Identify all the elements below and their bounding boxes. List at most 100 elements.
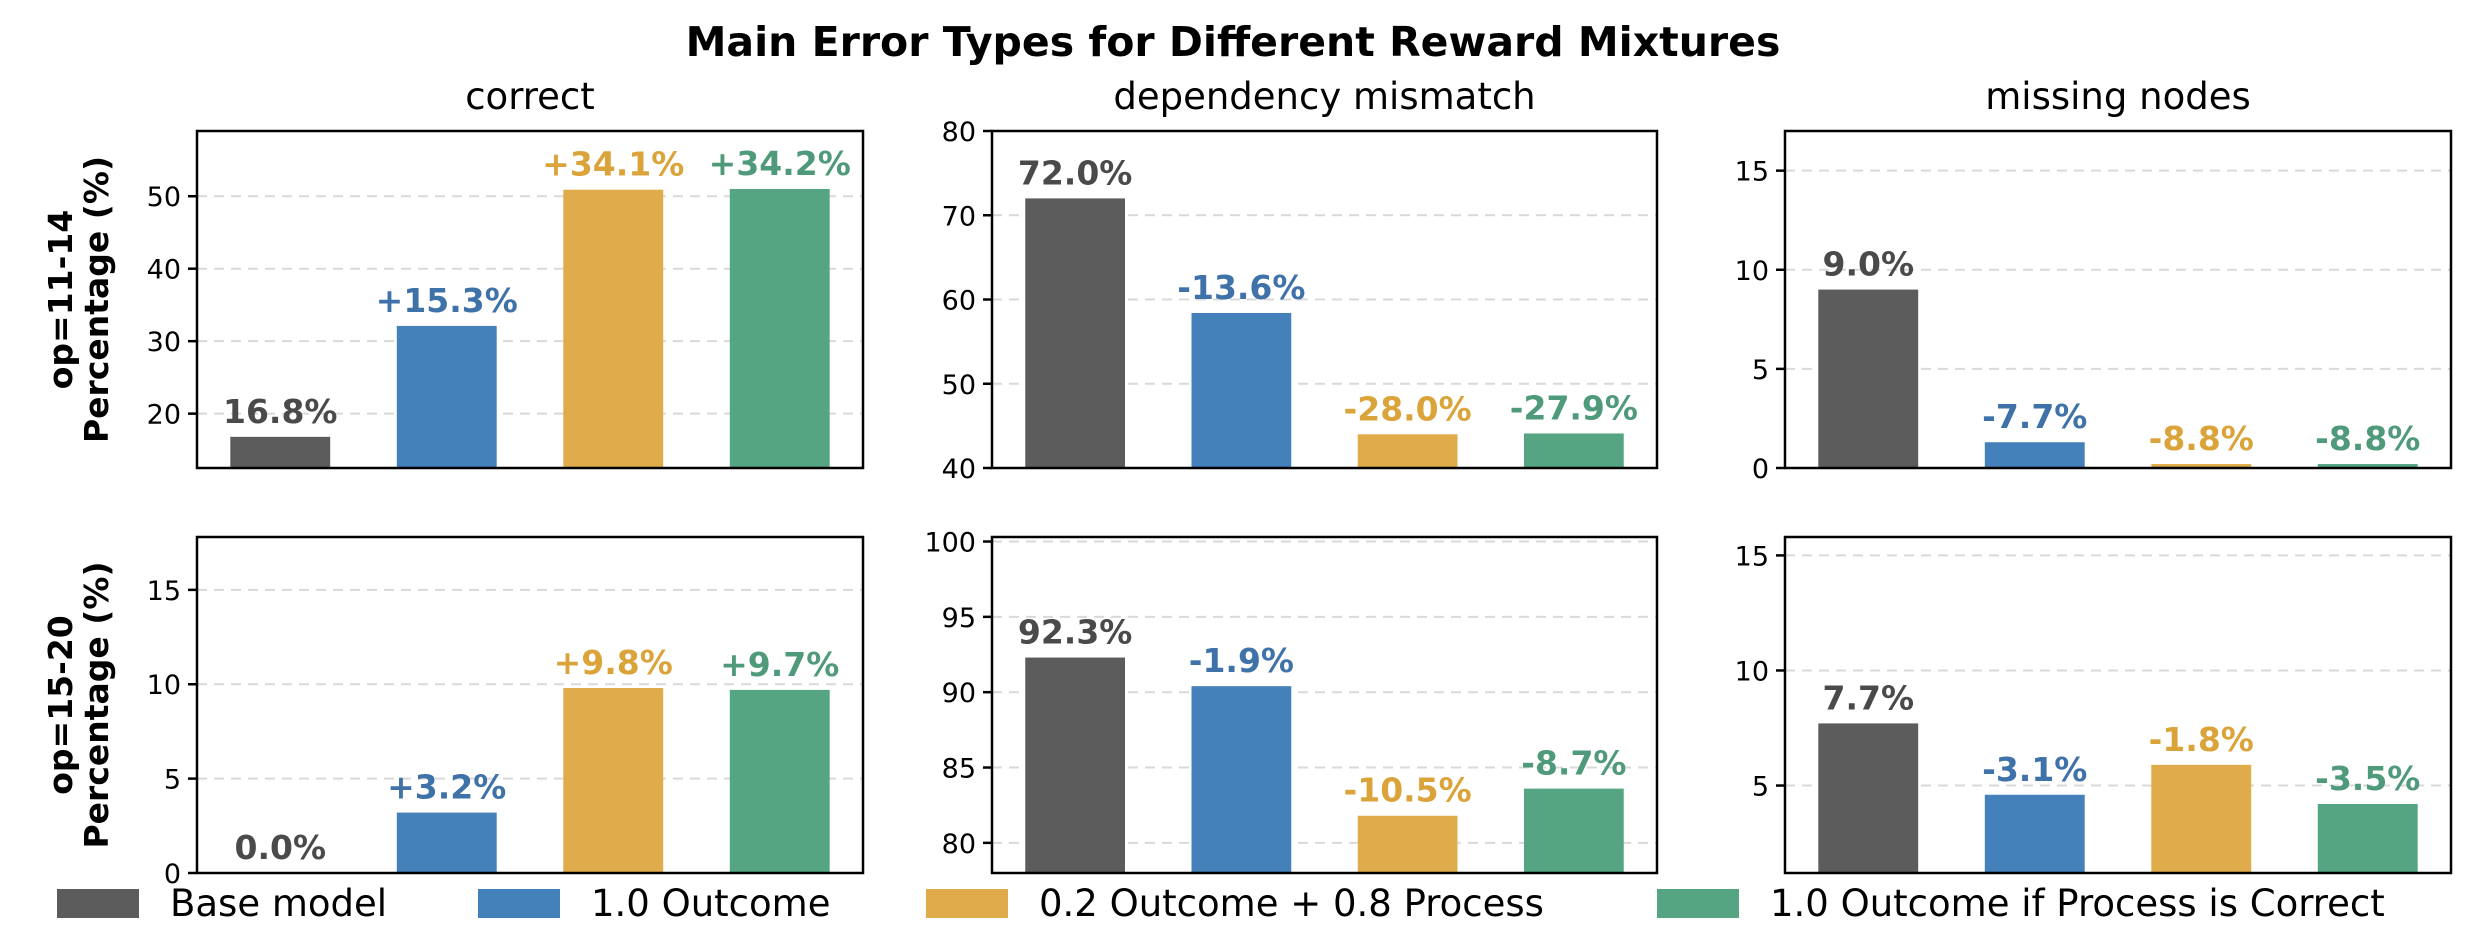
ytick-label-2: 40 (147, 255, 181, 286)
value-label-1: -3.1% (1982, 750, 2087, 789)
ytick-label-3: 95 (942, 603, 976, 634)
panel-1-1: 92.3% -1.9% -10.5% -8.7% 80 85 90 95 100 (924, 528, 1659, 875)
bar-1 (1191, 312, 1292, 468)
value-label-3: +34.2% (709, 144, 851, 183)
legend-item-1: 1.0 Outcome (478, 882, 830, 925)
legend-swatch (926, 889, 1008, 918)
panel-title: missing nodes (1985, 75, 2250, 118)
bar-1 (396, 325, 497, 468)
value-label-2: +34.1% (542, 145, 684, 184)
legend-label: 0.2 Outcome + 0.8 Process (1039, 882, 1544, 925)
ytick-label-4: 100 (924, 528, 976, 559)
ytick-label-0: 20 (147, 400, 181, 431)
bar-2 (1357, 815, 1458, 873)
ytick-label-2: 90 (942, 678, 976, 709)
panel-0-2: 9.0% -7.7% -8.8% -8.8% 0 5 10 15 missing nodes (1735, 75, 2453, 485)
panel-frame (1783, 129, 2453, 470)
chart-title: Main Error Types for Different Reward Mi… (686, 18, 1781, 66)
legend-item-2: 0.2 Outcome + 0.8 Process (926, 882, 1544, 925)
bar-0 (1025, 657, 1125, 873)
panel-1-0: 0.0% +3.2% +9.8% +9.7% 0 5 10 15 (147, 535, 865, 890)
ytick-label-1: 5 (164, 765, 181, 796)
value-label-3: -8.8% (2315, 419, 2420, 458)
legend-label: Base model (170, 882, 387, 925)
panel-title: correct (465, 75, 595, 118)
ytick-label-2: 60 (942, 286, 976, 317)
row-label-0-0: op=11-14 (41, 210, 80, 390)
value-label-3: -8.7% (1521, 744, 1626, 783)
ytick-label-0: 0 (164, 859, 181, 890)
bar-2 (563, 688, 664, 873)
value-label-0: 0.0% (234, 828, 326, 867)
panel-frame (1783, 535, 2453, 875)
bar-0 (1818, 723, 1919, 873)
panel-frame (195, 129, 865, 470)
legend: Base model 1.0 Outcome 0.2 Outcome + 0.8 P… (57, 882, 2385, 925)
ytick-label-1: 30 (147, 327, 181, 358)
bar-3 (1524, 788, 1624, 873)
value-label-2: -8.8% (2149, 419, 2254, 458)
bar-0 (1818, 289, 1919, 468)
panel-title: dependency mismatch (1113, 75, 1535, 118)
bar-2 (1357, 434, 1458, 468)
legend-label: 1.0 Outcome if Process is Correct (1770, 882, 2385, 925)
value-label-1: +3.2% (387, 768, 506, 807)
ytick-label-0: 0 (1752, 454, 1769, 485)
value-label-0: 7.7% (1822, 678, 1914, 717)
bar-1 (1984, 442, 2085, 468)
ytick-label-0: 40 (942, 454, 976, 485)
row-label-1-0: op=15-20 (41, 615, 80, 795)
bar-2 (2151, 464, 2252, 468)
legend-item-3: 1.0 Outcome if Process is Correct (1657, 882, 2385, 925)
value-label-0: 72.0% (1018, 153, 1133, 192)
panel-1-2: 7.7% -3.1% -1.8% -3.5% 5 10 15 (1735, 535, 2453, 875)
value-label-2: +9.8% (554, 643, 673, 682)
panel-0-1: 72.0% -13.6% -28.0% -27.9% 40 50 60 70 80 depende… (942, 75, 1659, 485)
bar-3 (729, 188, 830, 468)
bar-3 (2317, 803, 2418, 873)
bar-3 (2317, 464, 2418, 468)
value-label-3: -3.5% (2315, 759, 2420, 798)
ytick-label-1: 10 (1735, 656, 1769, 687)
value-label-2: -28.0% (1344, 389, 1472, 428)
panels: 16.8%+15.3%+34.1% +34.2%20304050correct72… (147, 75, 2453, 890)
panel-0-0: 16.8% +15.3% +34.1% +34.2% 20 30 40 50 correct (147, 75, 865, 470)
ytick-label-3: 50 (147, 182, 181, 213)
value-label-1: -7.7% (1982, 397, 2087, 436)
legend-swatch (478, 889, 560, 918)
legend-swatch (57, 889, 139, 918)
ytick-label-2: 10 (1735, 256, 1769, 287)
bar-0 (230, 436, 331, 468)
panel-frame (195, 535, 865, 875)
row-label-0-1: Percentage (%) (77, 156, 116, 443)
value-label-2: -10.5% (1344, 771, 1472, 810)
legend-label: 1.0 Outcome (591, 882, 830, 925)
value-label-1: +15.3% (376, 281, 518, 320)
value-label-3: -27.9% (1510, 388, 1638, 427)
bar-2 (563, 189, 664, 468)
row-label-1-1: Percentage (%) (77, 561, 116, 848)
value-label-0: 9.0% (1822, 245, 1914, 284)
bar-0 (1025, 198, 1125, 468)
value-label-0: 16.8% (223, 392, 338, 431)
legend-swatch (1657, 889, 1739, 918)
bar-3 (1524, 433, 1624, 468)
value-label-1: -1.9% (1189, 641, 1294, 680)
ytick-label-1: 5 (1752, 355, 1769, 386)
bar-2 (2151, 764, 2252, 873)
bar-3 (729, 689, 830, 873)
ytick-label-3: 15 (147, 576, 181, 607)
bar-1 (1191, 686, 1292, 873)
bar-1 (396, 812, 497, 873)
ytick-label-2: 10 (147, 670, 181, 701)
ytick-label-3: 70 (942, 201, 976, 232)
panel-frame (990, 535, 1659, 875)
ytick-label-4: 80 (942, 117, 976, 148)
value-label-2: -1.8% (2149, 720, 2254, 759)
ytick-label-0: 5 (1752, 772, 1769, 803)
ytick-label-2: 15 (1735, 541, 1769, 572)
ytick-label-0: 80 (942, 829, 976, 860)
ytick-label-3: 15 (1735, 157, 1769, 188)
